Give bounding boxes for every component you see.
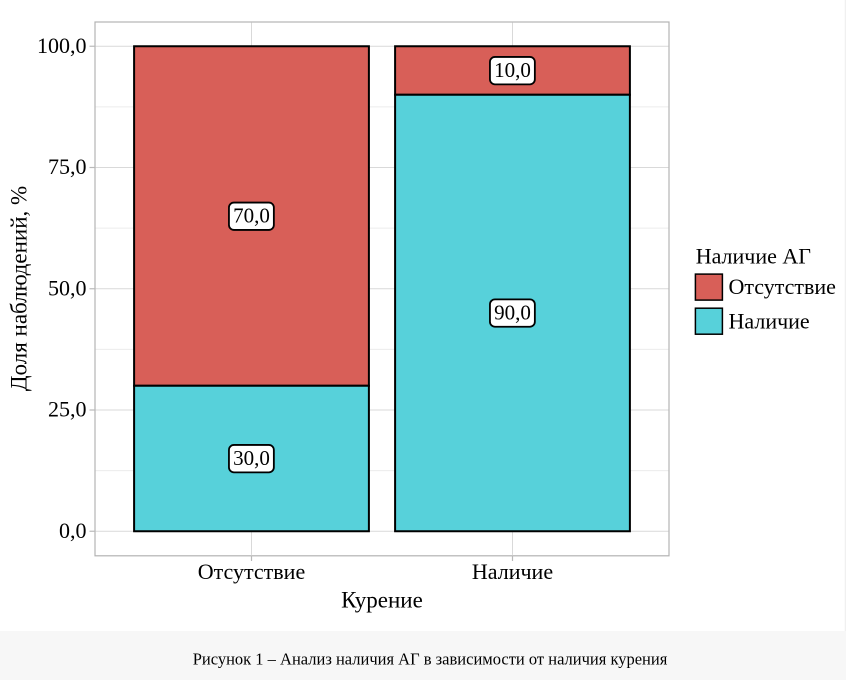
svg-text:Наличие: Наличие	[472, 559, 553, 584]
svg-text:Отсутствие: Отсутствие	[198, 559, 305, 584]
svg-text:10,0: 10,0	[494, 58, 531, 82]
svg-text:75,0: 75,0	[48, 154, 87, 179]
svg-text:Отсутствие: Отсутствие	[729, 274, 836, 299]
svg-text:Наличие: Наличие	[729, 308, 810, 333]
svg-text:50,0: 50,0	[48, 275, 87, 300]
svg-text:70,0: 70,0	[233, 204, 270, 228]
svg-text:30,0: 30,0	[233, 446, 270, 470]
svg-text:90,0: 90,0	[494, 300, 531, 324]
svg-text:Доля наблюдений, %: Доля наблюдений, %	[7, 186, 32, 391]
svg-text:Рисунок 1 – Анализ наличия АГ: Рисунок 1 – Анализ наличия АГ в зависимо…	[193, 650, 668, 669]
svg-text:Наличие АГ: Наличие АГ	[696, 244, 812, 269]
svg-text:100,0: 100,0	[37, 33, 87, 58]
svg-text:0,0: 0,0	[59, 518, 87, 543]
svg-text:25,0: 25,0	[48, 397, 87, 422]
svg-text:Курение: Курение	[341, 588, 423, 613]
